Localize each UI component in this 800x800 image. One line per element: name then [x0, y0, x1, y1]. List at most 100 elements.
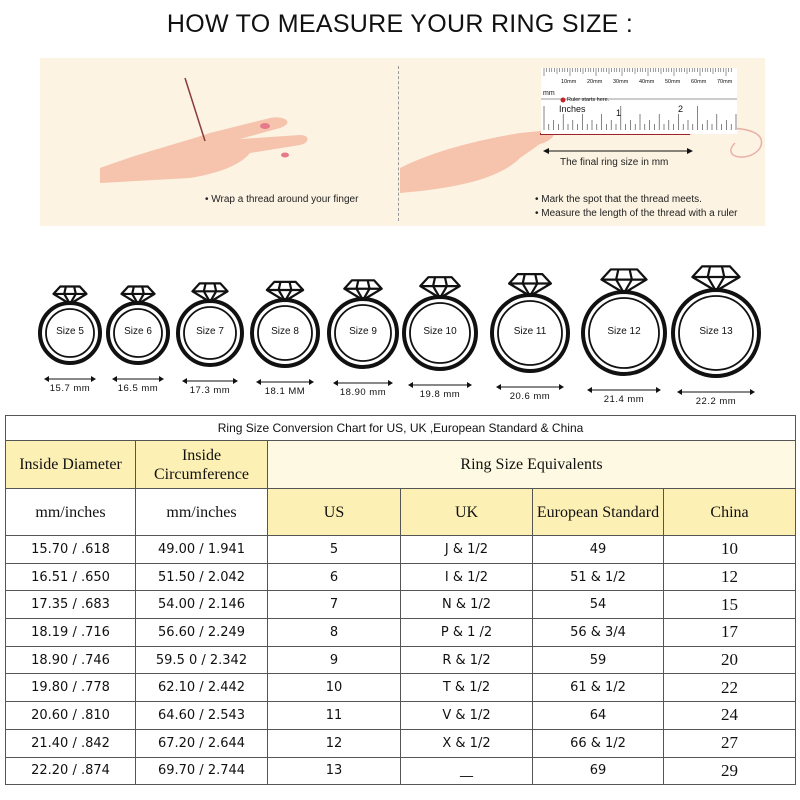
ring-size-label: Size 9 — [349, 326, 377, 337]
ring-size-label: Size 6 — [124, 326, 152, 337]
table-cell: 69 — [532, 756, 664, 786]
ring-measure-label: 18.90 mm — [339, 387, 387, 398]
table-cell: 10 — [662, 535, 797, 564]
table-cell: 27 — [662, 728, 797, 758]
final-size-label: The final ring size in mm — [560, 157, 669, 168]
ring-size-11: Size 11 20.6 mm — [484, 245, 576, 402]
ring-size-8: Size 8 18.1 MM — [244, 245, 326, 400]
hand-wrapping-thread-illustration — [100, 77, 308, 183]
ring-measure-label: 16.5 mm — [117, 383, 159, 394]
ring-size-7: Size 7 17.3 mm — [170, 245, 250, 400]
table-row: 22.20 / .874 69.70 / 2.744 13 __ 69 29 — [5, 756, 797, 786]
table-cell: 19.80 / .778 — [5, 673, 136, 703]
table-cell: 21.40 / .842 — [5, 728, 136, 758]
table-row: 15.70 / .618 49.00 / 1.941 5 J & 1/2 49 10 — [5, 535, 797, 564]
subheader-4: European Standard — [532, 488, 664, 536]
ruler-mm-tick-label: 50mm — [665, 79, 681, 85]
ruler: mm Ruler starts here. Inches 1 2 10mm 20m… — [541, 68, 737, 134]
table-cell: 10 — [267, 673, 401, 703]
wrap-instruction: • Wrap a thread around your finger — [205, 194, 359, 205]
table-row: 19.80 / .778 62.10 / 2.442 10 T & 1/2 61 & 1… — [5, 673, 797, 703]
ring-measure-label: 17.3 mm — [189, 385, 231, 396]
table-cell: 17 — [662, 618, 797, 647]
table-cell: 59 — [532, 645, 664, 675]
table-cell: 15.70 / .618 — [5, 535, 136, 564]
ring-icon — [106, 285, 170, 382]
ring-measure-label: 19.8 mm — [419, 389, 461, 400]
ruler-mm-tick-label: 30mm — [613, 79, 629, 85]
table-cell: 13 — [267, 756, 401, 786]
table-cell: 6 — [267, 562, 401, 592]
table-row: 20.60 / .810 64.60 / 2.543 11 V & 1/2 64 24 — [5, 701, 797, 730]
ring-size-label: Size 5 — [56, 326, 84, 337]
header-inside-circumference: Inside Circumference — [135, 440, 268, 489]
table-cell: 64 — [532, 701, 664, 730]
ring-size-label: Size 7 — [196, 326, 224, 337]
ring-measure-label: 18.1 MM — [264, 386, 306, 397]
ring-size-10: Size 10 19.8 mm — [396, 245, 484, 400]
table-cell: 15 — [662, 590, 797, 620]
table-cell: 16.51 / .650 — [5, 562, 136, 592]
table-cell: 9 — [267, 645, 401, 675]
ruler-mm-label: mm — [543, 90, 555, 97]
table-cell: 49 — [532, 535, 664, 564]
page-title: HOW TO MEASURE YOUR RING SIZE : — [166, 10, 634, 38]
table-cell: N & 1/2 — [400, 590, 533, 620]
table-cell: 69.70 / 2.744 — [135, 756, 268, 786]
ruler-mm-tick-label: 20mm — [587, 79, 603, 85]
ring-icon — [38, 285, 102, 382]
ring-icon — [327, 279, 399, 386]
table-cell: 49.00 / 1.941 — [135, 535, 268, 564]
table-cell: I & 1/2 — [400, 562, 533, 592]
table-cell: J & 1/2 — [400, 535, 533, 564]
table-cell: __ — [400, 756, 533, 786]
divider — [398, 66, 399, 221]
final-size-arrow — [543, 148, 693, 154]
ruler-mm-tick-label: 10mm — [561, 79, 577, 85]
mark-instruction: • Mark the spot that the thread meets. — [535, 194, 702, 205]
table-cell: 12 — [662, 562, 797, 592]
ruler-inch-1: 1 — [616, 108, 622, 118]
table-cell: 18.19 / .716 — [5, 618, 136, 647]
ring-icon — [581, 268, 667, 393]
table-cell: R & 1/2 — [400, 645, 533, 675]
table-cell: 61 & 1/2 — [532, 673, 664, 703]
header-ring-size-equivalents: Ring Size Equivalents — [266, 440, 797, 489]
table-row: 17.35 / .683 54.00 / 2.146 7 N & 1/2 54 15 — [5, 590, 797, 620]
ruler-mm-tick-label: 70mm — [717, 79, 733, 85]
ring-size-label: Size 13 — [699, 326, 733, 337]
table-cell: X & 1/2 — [400, 728, 533, 758]
subheader-1: mm/inches — [135, 488, 268, 536]
ring-size-5: Size 5 15.7 mm — [32, 245, 108, 400]
table-row: 18.19 / .716 56.60 / 2.249 8 P & 1 /2 56 & 3… — [5, 618, 797, 647]
ring-icon — [671, 265, 761, 395]
ring-size-table: Ring Size Conversion Chart for US, UK ,E… — [4, 415, 797, 786]
table-cell: 59.5 0 / 2.342 — [135, 645, 268, 675]
ring-size-13: Size 13 22.2 mm — [665, 245, 767, 407]
ring-size-label: Size 10 — [423, 326, 457, 337]
ring-size-9: Size 9 18.90 mm — [321, 245, 405, 400]
table-cell: 24 — [662, 701, 797, 730]
ruler-inches-label: Inches — [559, 104, 586, 114]
ruler-mm-tick-label: 60mm — [691, 79, 707, 85]
ring-measure-label: 15.7 mm — [49, 383, 91, 394]
table-cell: 18.90 / .746 — [5, 645, 136, 675]
ring-icon — [250, 280, 320, 385]
ring-icon — [402, 276, 478, 388]
table-cell: 62.10 / 2.442 — [135, 673, 268, 703]
subheader-3: UK — [400, 488, 533, 536]
ring-size-label: Size 12 — [607, 326, 641, 337]
ring-icon — [490, 273, 570, 390]
table-cell: 64.60 / 2.543 — [135, 701, 268, 730]
ring-measure-label: 21.4 mm — [603, 394, 645, 405]
table-cell: 22.20 / .874 — [5, 756, 136, 786]
table-cell: V & 1/2 — [400, 701, 533, 730]
table-cell: T & 1/2 — [400, 673, 533, 703]
table-cell: 29 — [662, 756, 797, 786]
subheader-0: mm/inches — [5, 488, 136, 536]
table-cell: 22 — [662, 673, 797, 703]
ruler-mm-tick-label: 40mm — [639, 79, 655, 85]
table-row: 16.51 / .650 51.50 / 2.042 6 I & 1/2 51 & 1/… — [5, 562, 797, 592]
table-cell: 7 — [267, 590, 401, 620]
table-cell: 5 — [267, 535, 401, 564]
